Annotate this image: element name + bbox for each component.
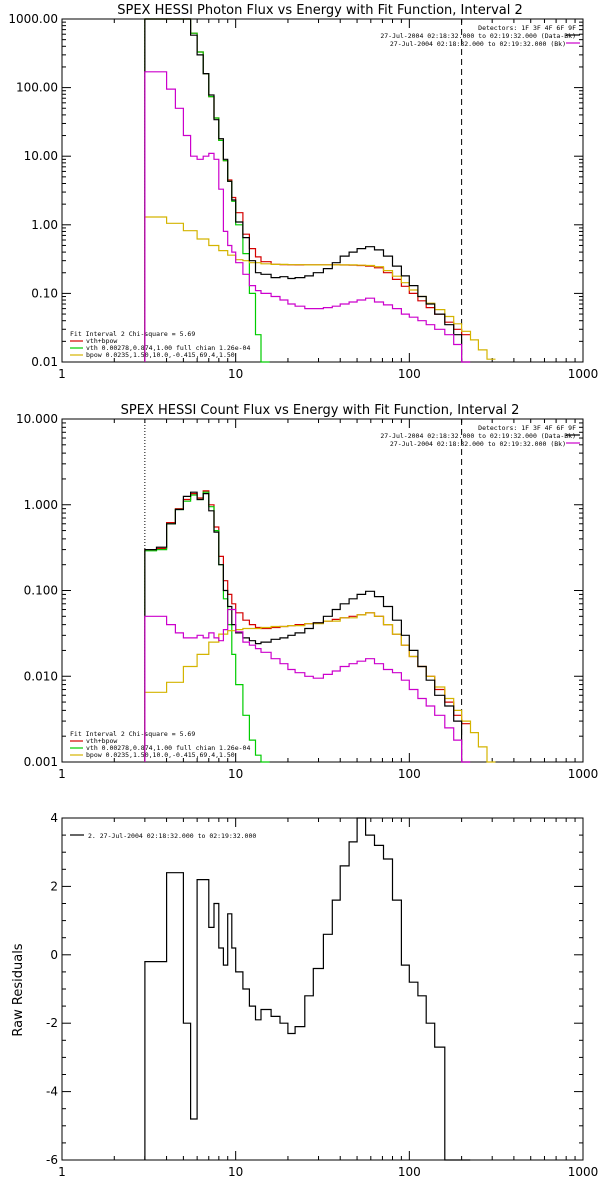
count-ytick-label: 10.000 (16, 412, 58, 426)
photon-chart-title: SPEX HESSI Photon Flux vs Energy with Fi… (117, 3, 523, 18)
count-flux-chart: SPEX HESSI Count Flux vs Energy with Fit… (16, 403, 598, 781)
count-ytick-label: 0.010 (24, 669, 58, 683)
photon-legend-total: vth+bpow (86, 337, 117, 345)
count-info-detectors: Detectors: 1F 3F 4F 6F 9F (478, 424, 576, 432)
photon-legend-bpow: bpow 0.0235,1.50,10.0,-0.415,69.4,1.50 (86, 351, 235, 359)
count-series-data (144, 491, 471, 763)
count-legend-total: vth+bpow (86, 737, 117, 745)
residuals-ytick-label: 4 (50, 811, 58, 825)
photon-series-bpow (144, 216, 496, 362)
photon-legend-vth: vth 0.00278,0.874,1.00 full chian 1.26e-… (86, 344, 250, 352)
photon-xtick-label: 1000 (568, 367, 599, 381)
residuals-plot-frame (61, 817, 584, 1161)
residuals-ylabel: Raw Residuals (11, 943, 26, 1036)
photon-xtick-label: 10 (228, 367, 243, 381)
photon-ytick-label: 0.10 (31, 286, 58, 300)
count-series-vth (144, 491, 270, 763)
count-legend-vth: vth 0.00278,0.874,1.00 full chian 1.26e-… (86, 744, 250, 752)
count-series-bk (144, 608, 471, 763)
photon-ytick-label: 100.00 (16, 81, 58, 95)
residuals-xtick-label: 100 (398, 1165, 421, 1179)
photon-ytick-label: 1.00 (31, 218, 58, 232)
photon-series-vth (144, 18, 270, 363)
photon-legend-title: Fit Interval 2 Chi-square = 5.69 (70, 330, 195, 338)
count-plot-frame (61, 418, 584, 763)
count-info-bk: 27-Jul-2004 02:18:32.000 to 02:19:32.000… (390, 440, 566, 448)
photon-series-data (144, 18, 471, 363)
residuals-ytick-label: -4 (46, 1085, 58, 1099)
residuals-ytick-label: -6 (46, 1153, 58, 1167)
residuals-chart: Raw Residuals 2. 27-Jul-2004 02:18:32.00… (11, 811, 598, 1179)
count-legend-bpow: bpow 0.0235,1.50,10.0,-0.415,69.4,1.50 (86, 751, 235, 759)
count-ytick-label: 1.000 (24, 498, 58, 512)
photon-ytick-label: 10.00 (24, 149, 58, 163)
photon-info-detectors: Detectors: 1F 3F 4F 6F 9F (478, 24, 576, 32)
count-info-databk: 27-Jul-2004 02:18:32.000 to 02:19:32.000… (380, 432, 576, 440)
residuals-xtick-label: 1 (58, 1165, 66, 1179)
photon-plot-frame (61, 18, 584, 363)
residuals-xtick-label: 1000 (568, 1165, 599, 1179)
count-xtick-label: 10 (228, 767, 243, 781)
count-ytick-label: 0.001 (24, 755, 58, 769)
count-legend-title: Fit Interval 2 Chi-square = 5.69 (70, 730, 195, 738)
residuals-ytick-label: 2 (50, 879, 58, 893)
photon-series-total (144, 18, 471, 362)
photon-ytick-label: 1000.00 (8, 12, 58, 26)
photon-xtick-label: 100 (398, 367, 421, 381)
photon-ytick-label: 0.01 (31, 355, 58, 369)
count-xtick-label: 100 (398, 767, 421, 781)
photon-info-databk: 27-Jul-2004 02:18:32.000 to 02:19:32.000… (380, 32, 576, 40)
residuals-legend-label: 2. 27-Jul-2004 02:18:32.000 to 02:19:32.… (88, 832, 256, 840)
photon-flux-chart: SPEX HESSI Photon Flux vs Energy with Fi… (8, 3, 598, 381)
count-xtick-label: 1000 (568, 767, 599, 781)
count-series-total (144, 490, 471, 762)
residuals-series-data (144, 817, 471, 1161)
residuals-xtick-label: 10 (228, 1165, 243, 1179)
count-chart-title: SPEX HESSI Count Flux vs Energy with Fit… (121, 403, 520, 418)
count-xtick-label: 1 (58, 767, 66, 781)
photon-info-bk: 27-Jul-2004 02:18:32.000 to 02:19:32.000… (390, 40, 566, 48)
count-ytick-label: 0.100 (24, 584, 58, 598)
residuals-ytick-label: 0 (50, 948, 58, 962)
photon-series-bk (144, 71, 471, 363)
residuals-ytick-label: -2 (46, 1016, 58, 1030)
photon-xtick-label: 1 (58, 367, 66, 381)
